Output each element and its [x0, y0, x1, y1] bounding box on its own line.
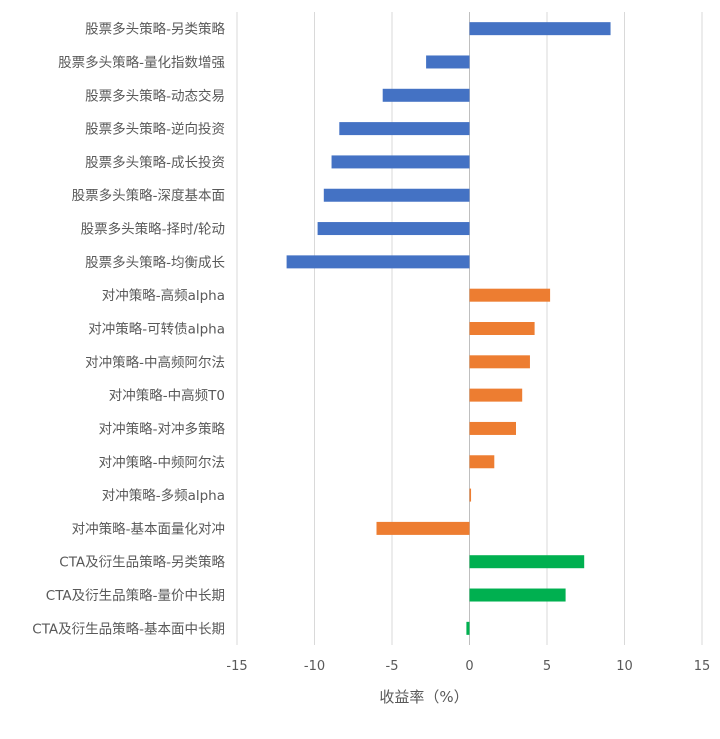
gridlines — [236, 12, 703, 645]
category-label: 对冲策略-可转债alpha — [88, 321, 225, 338]
bar — [339, 122, 470, 136]
category-label: 股票多头策略-均衡成长 — [85, 254, 225, 271]
category-label: 对冲策略-基本面量化对冲 — [72, 520, 225, 537]
category-labels: 股票多头策略-另类策略股票多头策略-量化指数增强股票多头策略-动态交易股票多头策… — [32, 21, 225, 638]
category-label: CTA及衍生品策略-另类策略 — [59, 554, 225, 571]
bar — [469, 488, 472, 502]
category-label: 对冲策略-多频alpha — [102, 487, 225, 504]
x-axis-title: 收益率（%） — [379, 688, 468, 706]
category-label: 对冲策略-对冲多策略 — [99, 420, 226, 437]
category-label: 股票多头策略-择时/轮动 — [81, 221, 225, 238]
bar — [466, 621, 470, 635]
bar — [317, 222, 470, 236]
category-label: 对冲策略-中高频T0 — [109, 387, 225, 404]
bars — [286, 22, 611, 635]
category-label: 对冲策略-中频阿尔法 — [99, 454, 225, 471]
bar — [469, 288, 551, 302]
x-tick-label: -10 — [304, 659, 325, 674]
category-label: CTA及衍生品策略-基本面中长期 — [32, 620, 225, 637]
bar — [376, 521, 470, 535]
category-label: 股票多头策略-量化指数增强 — [58, 54, 225, 71]
bar — [331, 155, 470, 169]
category-label: 股票多头策略-成长投资 — [85, 154, 225, 171]
bar — [382, 88, 470, 102]
bar — [469, 588, 566, 602]
x-tick-label: 10 — [616, 659, 633, 674]
x-tick-labels: -15 -10 -5 0 5 10 15 — [226, 659, 710, 674]
bar — [469, 388, 523, 402]
category-label: 股票多头策略-另类策略 — [85, 21, 225, 38]
x-tick-label: 15 — [694, 659, 711, 674]
category-label: 对冲策略-高频alpha — [102, 287, 225, 304]
category-label: CTA及衍生品策略-量价中长期 — [46, 587, 225, 604]
bar — [323, 188, 470, 202]
bar — [469, 455, 495, 469]
x-tick-label: 0 — [465, 659, 473, 674]
category-label: 股票多头策略-动态交易 — [85, 87, 225, 104]
bar — [469, 322, 535, 335]
bar — [286, 255, 470, 269]
bar — [469, 555, 585, 569]
category-label: 股票多头策略-深度基本面 — [72, 187, 225, 204]
bar — [469, 355, 530, 369]
category-label: 对冲策略-中高频阿尔法 — [85, 354, 225, 371]
bar — [469, 22, 611, 36]
category-label: 股票多头策略-逆向投资 — [85, 121, 225, 138]
bar — [426, 55, 470, 69]
x-tick-label: 5 — [543, 659, 551, 674]
bar — [469, 421, 516, 435]
x-tick-label: -5 — [386, 659, 399, 674]
x-tick-label: -15 — [226, 659, 247, 674]
